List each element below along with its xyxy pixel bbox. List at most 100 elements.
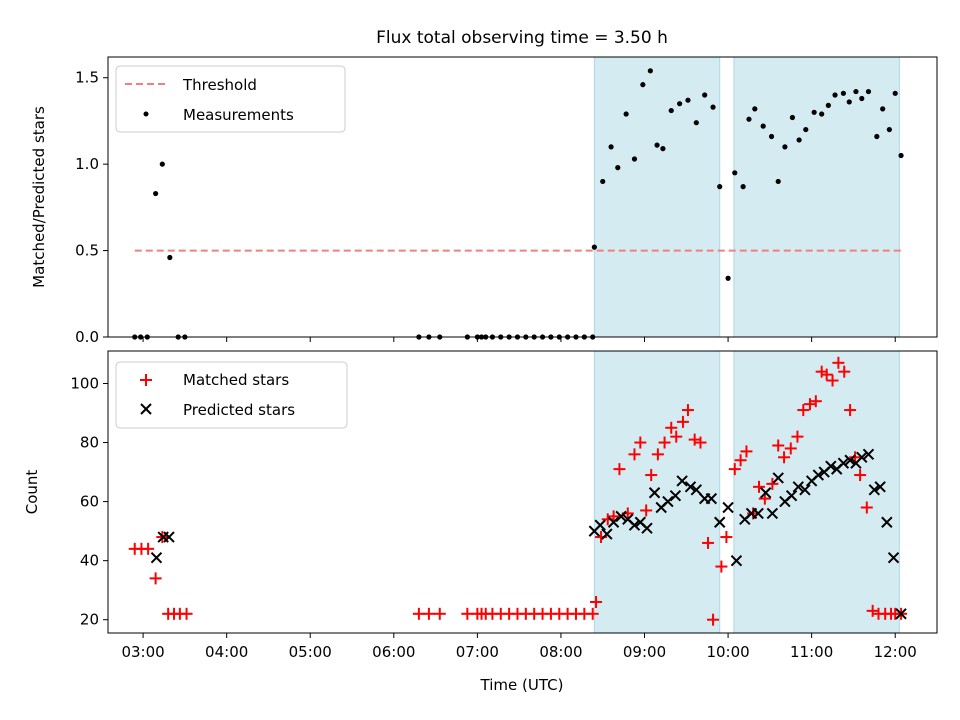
top-legend: Threshold Measurements	[115, 65, 346, 133]
matched-star-point	[809, 395, 822, 408]
matched-star-point	[613, 463, 626, 476]
predicted-star-point	[792, 481, 804, 493]
predicted-star-point	[825, 460, 837, 472]
matched-star-point	[734, 454, 747, 467]
measurement-point	[819, 111, 825, 117]
matched-stars-points	[128, 356, 908, 626]
matched-star-point	[681, 404, 694, 417]
measurement-point	[752, 106, 758, 112]
matched-star-point	[791, 430, 804, 443]
matched-star-point	[607, 510, 620, 523]
measurement-point	[725, 275, 731, 281]
x-tick-label: 09:00	[623, 643, 666, 661]
top-x-ticks	[142, 337, 896, 342]
measurement-point	[631, 156, 638, 162]
y-tick-label: 20	[80, 611, 99, 629]
matched-star-point	[645, 469, 658, 482]
measurement-point	[811, 109, 817, 115]
measurement-point	[660, 146, 666, 152]
matched-star-point	[815, 365, 828, 378]
y-tick-label: 1.5	[75, 69, 99, 87]
predicted-star-point	[163, 531, 175, 543]
measurement-point	[886, 126, 892, 133]
predicted-star-point	[684, 481, 697, 493]
measurement-point	[782, 144, 788, 150]
matched-star-point	[784, 442, 797, 455]
matched-star-point	[640, 504, 653, 517]
predicted-star-point	[895, 608, 907, 620]
measurement-point	[760, 123, 766, 129]
measurement-point	[803, 126, 809, 133]
predicted-legend-swatch	[140, 403, 152, 415]
matched-star-point	[844, 404, 857, 417]
matched-star-point	[797, 404, 810, 417]
measurement-point	[647, 68, 653, 74]
predicted-star-point	[150, 551, 163, 564]
matched-star-point	[590, 595, 603, 608]
measurement-point	[608, 144, 614, 150]
predicted-star-point	[615, 510, 627, 523]
measurement-point	[740, 184, 746, 190]
matched-star-point	[740, 445, 753, 458]
measurement-point	[702, 92, 708, 98]
measurement-point	[746, 116, 752, 122]
matched-star-point	[433, 607, 446, 620]
x-axis-label: Time (UTC)	[480, 676, 564, 694]
measurement-point	[591, 244, 597, 250]
matched-star-point	[665, 421, 678, 434]
predicted-star-point	[881, 516, 893, 528]
predicted-star-point	[759, 487, 772, 499]
measurement-point	[846, 99, 852, 105]
matched-star-point	[766, 477, 779, 490]
matched-star-point	[142, 542, 155, 555]
top-y-axis-label: Matched/Predicted stars	[30, 106, 48, 288]
matched-star-point	[670, 430, 683, 443]
measurements-legend-swatch	[143, 111, 149, 117]
predicted-star-point	[752, 507, 764, 520]
matched-star-point	[658, 436, 671, 449]
measurement-point	[167, 254, 173, 261]
measurement-point	[710, 104, 716, 110]
matched-star-point	[752, 480, 765, 493]
matched-star-point	[702, 536, 715, 549]
matched-star-point	[628, 448, 641, 461]
y-tick-label: 40	[80, 552, 99, 570]
predicted-star-point	[648, 487, 661, 499]
matched-star-point	[715, 560, 728, 573]
bottom-plot-frame	[107, 350, 938, 634]
predicted-star-point	[662, 495, 674, 508]
measurement-point	[775, 178, 781, 185]
matched-star-point	[832, 356, 845, 369]
measurement-point	[892, 90, 898, 96]
predicted-star-point	[594, 519, 606, 531]
predicted-star-point	[690, 484, 703, 496]
matched-star-point	[586, 607, 599, 620]
measurement-point	[600, 178, 606, 185]
matched-star-point	[688, 433, 701, 446]
matched-star-point	[720, 531, 733, 544]
top-legend-box	[115, 65, 346, 133]
matched-star-point	[838, 365, 851, 378]
matched-star-point	[694, 436, 707, 449]
y-tick-label: 80	[80, 434, 99, 452]
measurement-point	[732, 170, 738, 176]
bottom-legend-box	[115, 361, 348, 429]
measurement-point	[677, 101, 683, 107]
x-tick-label: 04:00	[205, 643, 248, 661]
measurement-point	[159, 161, 165, 167]
matched-star-point	[707, 613, 720, 626]
threshold-legend-label: Threshold	[182, 76, 257, 94]
x-tick-label: 03:00	[121, 643, 164, 661]
top-plot-frame	[107, 56, 938, 338]
top-shaded-intervals	[593, 56, 900, 338]
measurement-point	[640, 82, 646, 88]
matched-legend-swatch	[140, 374, 152, 386]
measurement-point	[717, 184, 723, 190]
top-y-ticks: 0.0 0.5 1.0 1.5	[75, 69, 108, 346]
predicted-star-point	[766, 507, 779, 520]
measurement-point	[853, 88, 859, 95]
predicted-star-point	[874, 481, 886, 493]
x-tick-label: 08:00	[539, 643, 582, 661]
matched-star-point	[772, 439, 785, 452]
